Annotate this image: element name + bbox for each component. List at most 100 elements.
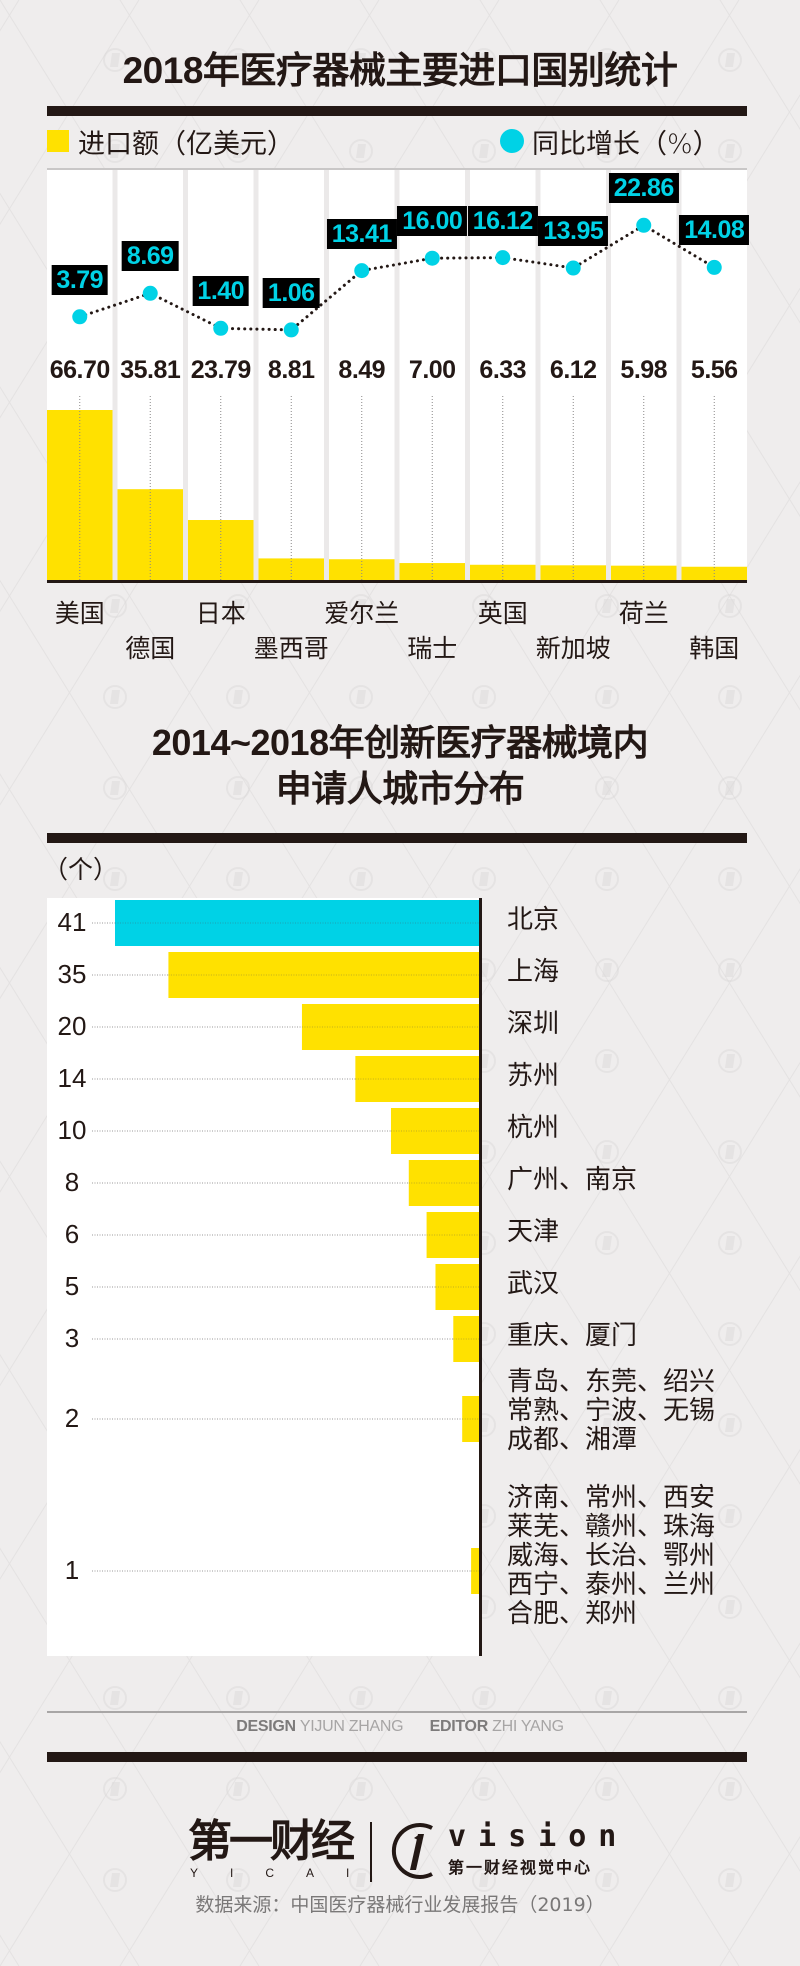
growth-value-label: 3.79 xyxy=(51,264,109,295)
import-value-label: 66.70 xyxy=(49,356,111,384)
vision-logo-text: vision xyxy=(448,1819,629,1854)
chart1-column-separator xyxy=(324,170,329,581)
watermark-logo-icon xyxy=(718,1777,742,1801)
city-group-label: 天津 xyxy=(507,1218,559,1247)
growth-value-label: 13.95 xyxy=(538,216,609,247)
design-role: DESIGN xyxy=(236,1718,296,1735)
city-name-line: 西宁、泰州、兰州 xyxy=(507,1570,716,1600)
import-value-label: 35.81 xyxy=(120,356,181,384)
chart1-top-rule xyxy=(47,168,747,170)
country-label: 德国 xyxy=(125,634,176,663)
city-group-label: 杭州 xyxy=(507,1114,559,1143)
country-label: 新加坡 xyxy=(535,634,611,663)
city-group-label: 北京 xyxy=(507,906,559,935)
legend-growth-label: 同比增长（%） xyxy=(532,129,720,160)
city-group-label: 青岛、东莞、绍兴 常熟、宁波、无锡 成都、湘潭 xyxy=(507,1368,715,1455)
city-count-label: 3 xyxy=(64,1323,80,1353)
city-count-label: 14 xyxy=(57,1063,87,1093)
city-bar xyxy=(453,1316,480,1362)
city-bar xyxy=(168,952,481,998)
city-name-line: 上海 xyxy=(507,957,560,987)
import-value-label: 23.79 xyxy=(190,356,252,384)
legend-import-swatch xyxy=(47,130,69,152)
city-name-line: 重庆、厦门 xyxy=(507,1321,638,1351)
city-count-label: 10 xyxy=(57,1115,87,1145)
country-label: 韩国 xyxy=(689,634,740,663)
watermark-logo-icon xyxy=(595,1777,619,1801)
city-bar xyxy=(115,900,480,946)
growth-value-label: 16.12 xyxy=(467,205,538,236)
chart2-axis xyxy=(479,898,482,1656)
country-label: 英国 xyxy=(477,599,528,628)
legend-growth-dot xyxy=(500,129,524,153)
chart1-svg xyxy=(47,170,747,583)
yicai-logo-latin: YICAI xyxy=(190,1866,382,1880)
chart2-plot: 41 北京 35 上海 20 深圳 14 苏州 10 杭州 8 广州、南京 6 天津 5 武汉 3 重庆、厦门 2 青… xyxy=(47,898,715,1656)
chart1-baseline xyxy=(47,580,747,583)
import-bar xyxy=(258,558,324,581)
import-value-label: 8.81 xyxy=(267,356,315,384)
chart1-plot: 66.70 3.79 美国 35.81 8.69 德国 23.79 1.40 日本 8.81 1.0… xyxy=(0,0,800,700)
country-label: 爱尔兰 xyxy=(324,599,400,628)
credits-line: DESIGN YIJUN ZHANG EDITOR ZHI YANG xyxy=(0,1718,800,1736)
city-bar xyxy=(301,1004,480,1050)
chart1-column-separator xyxy=(394,170,400,581)
chart1-column-separator xyxy=(253,170,259,581)
city-count-label: 5 xyxy=(64,1271,80,1301)
country-label: 墨西哥 xyxy=(253,634,329,663)
city-bar xyxy=(462,1396,480,1442)
growth-value-label: 13.41 xyxy=(326,218,397,249)
city-group-label: 深圳 xyxy=(507,1010,559,1039)
country-label: 美国 xyxy=(54,599,105,628)
chart2-title-line2: 申请人城市分布 xyxy=(275,768,525,809)
growth-point xyxy=(495,250,511,266)
city-group-label: 济南、常州、西安 莱芜、赣州、珠海 威海、长治、鄂州 西宁、泰州、兰州 合肥、郑州 xyxy=(507,1484,715,1629)
city-group-label: 苏州 xyxy=(507,1062,559,1091)
chart1-title-rule xyxy=(47,106,747,116)
chart1-column-separator xyxy=(676,170,682,581)
city-count-label: 1 xyxy=(64,1555,80,1585)
city-count-label: 8 xyxy=(64,1167,80,1197)
growth-point xyxy=(424,250,440,266)
city-group-label: 广州、南京 xyxy=(507,1166,637,1195)
watermark-logo-icon xyxy=(226,1777,250,1801)
legend-import-label: 进口额（亿美元） xyxy=(78,129,294,160)
city-bar xyxy=(426,1212,480,1258)
growth-value-label: 8.69 xyxy=(121,241,179,272)
watermark-logo-icon xyxy=(349,1777,373,1801)
vision-one-icon xyxy=(391,1823,433,1879)
growth-point xyxy=(142,285,158,301)
city-bar xyxy=(471,1548,480,1594)
vision-logo: vision 第一财经视觉中心 xyxy=(388,1820,616,1884)
credits-top-rule xyxy=(47,1711,747,1713)
city-name-line: 深圳 xyxy=(507,1009,560,1039)
growth-point xyxy=(354,263,370,279)
city-bar xyxy=(408,1160,480,1206)
watermark-logo-icon xyxy=(472,1777,496,1801)
city-count-label: 35 xyxy=(57,959,87,989)
import-value-label: 7.00 xyxy=(408,356,456,384)
country-label: 瑞士 xyxy=(407,634,458,663)
logo-divider xyxy=(370,1822,372,1882)
city-count-label: 2 xyxy=(64,1403,80,1433)
city-name-line: 青岛、东莞、绍兴 xyxy=(507,1367,716,1397)
growth-value-label: 22.86 xyxy=(608,173,679,204)
city-name-line: 北京 xyxy=(507,905,560,935)
growth-point xyxy=(283,322,299,338)
city-name-line: 天津 xyxy=(507,1217,560,1247)
growth-point xyxy=(706,259,722,275)
import-bar xyxy=(399,563,465,581)
city-name-line: 武汉 xyxy=(507,1269,560,1299)
city-name-line: 济南、常州、西安 xyxy=(507,1483,716,1513)
city-group-label: 武汉 xyxy=(507,1270,559,1299)
city-name-line: 成都、湘潭 xyxy=(507,1425,638,1455)
city-name-line: 合肥、郑州 xyxy=(507,1599,638,1629)
city-bar xyxy=(435,1264,480,1310)
watermark-logo-icon xyxy=(103,1868,127,1892)
growth-value-label: 16.00 xyxy=(397,206,468,237)
city-count-label: 6 xyxy=(64,1219,80,1249)
chart1-title: 2018年医疗器械主要进口国别统计 xyxy=(122,50,678,91)
import-value-label: 6.33 xyxy=(479,356,527,384)
data-source: 数据来源：中国医疗器械行业发展报告（2019） xyxy=(195,1894,605,1916)
city-bar xyxy=(355,1056,480,1102)
